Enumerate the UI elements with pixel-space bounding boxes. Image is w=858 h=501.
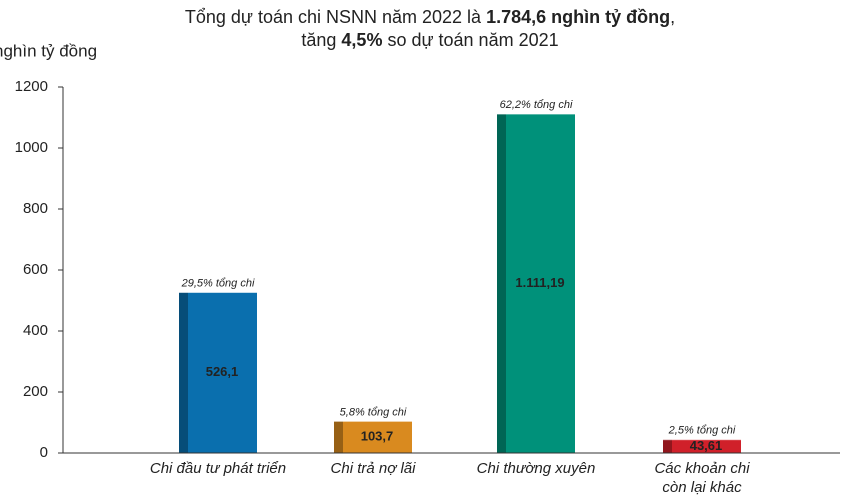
share-label: 5,8% tổng chi <box>340 406 407 418</box>
bar-edge <box>179 292 188 453</box>
title-part: tăng <box>301 30 341 50</box>
y-tick-label: 1200 <box>15 78 48 95</box>
bar <box>334 421 412 453</box>
bar-edge <box>334 421 343 453</box>
y-tick-label: 800 <box>23 200 48 217</box>
x-tick-label: Chi đầu tư phát triển <box>150 460 286 477</box>
value-label: 103,7 <box>361 429 394 444</box>
value-label: 526,1 <box>206 364 239 379</box>
title-part: 4,5% <box>341 30 382 50</box>
share-label: 2,5% tổng chi <box>668 425 736 437</box>
chart-title: Tổng dự toán chi NSNN năm 2022 là 1.784,… <box>185 7 675 27</box>
y-axis-label: nghìn tỷ đồng <box>0 41 97 60</box>
chart-title: tăng 4,5% so dự toán năm 2021 <box>301 30 558 50</box>
bar <box>179 292 257 453</box>
y-tick-label: 600 <box>23 261 48 278</box>
y-tick-label: 200 <box>23 383 48 400</box>
x-tick-label: còn lại khác <box>662 479 742 496</box>
y-tick-label: 0 <box>40 444 48 461</box>
value-label: 43,61 <box>690 438 723 453</box>
share-label: 29,5% tổng chi <box>181 277 255 289</box>
value-label: 1.111,19 <box>515 275 564 290</box>
x-tick-label: Chi thường xuyên <box>477 460 596 477</box>
title-part: 1.784,6 nghìn tỷ đồng <box>486 7 670 27</box>
y-tick-label: 400 <box>23 322 48 339</box>
share-label: 62,2% tổng chi <box>500 99 573 111</box>
bar-edge <box>663 439 672 453</box>
title-part: so dự toán năm 2021 <box>382 30 558 50</box>
bar-edge <box>497 114 506 454</box>
title-part: , <box>670 7 675 27</box>
x-tick-label: Chi trả nợ lãi <box>331 460 417 477</box>
title-part: Tổng dự toán chi NSNN năm 2022 là <box>185 7 486 27</box>
bar <box>497 114 575 454</box>
x-tick-label: Các khoản chi <box>654 460 750 477</box>
bar <box>663 439 741 453</box>
y-tick-label: 1000 <box>15 139 48 156</box>
